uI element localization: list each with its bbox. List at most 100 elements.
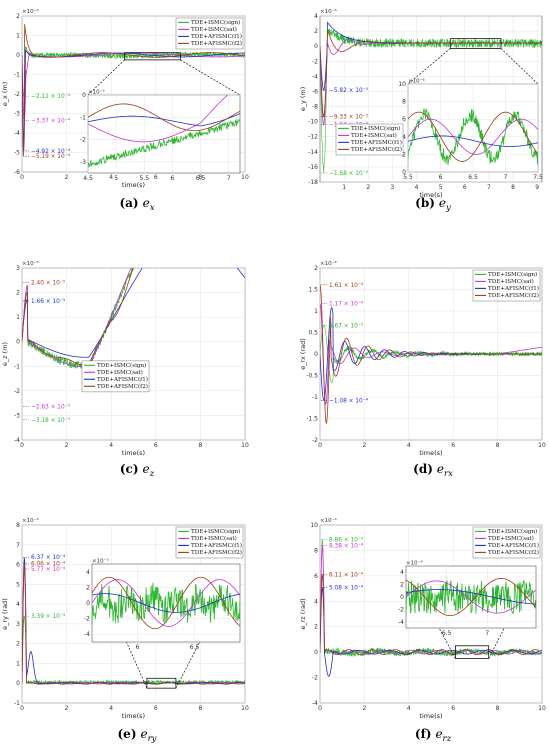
- c-xtick-4: 8: [198, 442, 202, 449]
- a-ytick-4: -2: [14, 91, 20, 98]
- b-series-f2: [320, 29, 542, 118]
- a-inset: 4.5 5 5.5 6 6.5 7 0 -1 -2 -3 ×10⁻⁵: [80, 89, 241, 182]
- e-xtick-0: 0: [20, 705, 24, 712]
- f-inset-ytick-4: -4: [398, 619, 404, 626]
- c-annotation-1: 1.66 × 10⁻⁵: [31, 298, 66, 305]
- b-inset-ytick-0: 10: [398, 81, 406, 88]
- b-zoom-box: [449, 38, 502, 49]
- f-ylabel: e_rz (rad): [299, 598, 307, 629]
- b-exponent: ×10⁻⁵: [320, 8, 337, 15]
- a-xtick-3: 6: [154, 174, 158, 181]
- d-ytick-8: -2: [312, 437, 318, 444]
- f-caption-sub: rz: [443, 734, 452, 744]
- d-caption: (d) erx: [413, 462, 453, 479]
- d-xtick-3: 6: [451, 442, 455, 449]
- c-xtick-5: 10: [241, 442, 249, 449]
- e-legend-label-sign: TDE+ISMC(sign): [191, 528, 240, 535]
- b-ytick-3: -2: [312, 58, 318, 65]
- e-series-sign: [22, 615, 245, 685]
- c-axes-frame: [21, 267, 246, 441]
- c-annotation-2: −2.63 × 10⁻⁵: [31, 403, 71, 410]
- b-ytick-10: -16: [308, 164, 318, 171]
- a-inset-xtick-1: 5: [114, 175, 118, 182]
- f-xtick-1: 2: [362, 705, 366, 712]
- b-ytick-11: -18: [308, 179, 318, 186]
- f-legend-label-f2: TDE+AFISMC(f2): [488, 549, 539, 556]
- a-series-sign: [22, 46, 245, 98]
- b-xtick-4: 5: [439, 184, 443, 191]
- a-inset-xtick-3: 6: [171, 175, 175, 182]
- f-zoom-box: [455, 645, 490, 659]
- b-legend-label-sign: TDE+ISMC(sign): [351, 125, 400, 132]
- b-zoom-leader-left: [407, 48, 451, 85]
- b-xtick-5: 6: [463, 184, 467, 191]
- c-ytick-2: 1: [16, 314, 20, 321]
- a-ytick-3: -1: [14, 72, 20, 79]
- b-ytick-0: 4: [314, 13, 318, 20]
- e-annotation-2: 5.77 × 10⁻⁴: [31, 566, 66, 573]
- e-inset-ytick-0: 4: [86, 569, 90, 576]
- d-caption-var: e: [437, 462, 444, 476]
- a-annotation-0: −2.11 × 10⁻⁴: [31, 93, 71, 100]
- f-xtick-3: 6: [451, 705, 455, 712]
- d-legend-label-sat: TDE+ISMC(sat): [488, 278, 534, 285]
- f-inset-series-f1: [406, 589, 536, 605]
- a-ytick-8: -6: [14, 169, 20, 176]
- e-xlabel: time(s): [122, 712, 145, 720]
- f-ytick-5: 0: [314, 649, 318, 656]
- d-ytick-1: 1.5: [308, 287, 318, 294]
- c-caption-sub: z: [149, 469, 155, 479]
- d-caption-sub: rx: [444, 469, 453, 479]
- c-annotation-0: 2.40 × 10⁻⁵: [31, 280, 66, 287]
- a-zoom-leader-left: [87, 59, 125, 96]
- a-ytick-1: 1: [16, 33, 20, 40]
- b-inset-series-f1: [408, 135, 538, 147]
- b-xlabel: time(s): [419, 191, 442, 199]
- a-ytick-0: 2: [16, 13, 20, 20]
- b-ytick-6: -8: [312, 104, 318, 111]
- e-inset-series-sat: [92, 579, 240, 627]
- b-ytick-5: -6: [312, 88, 318, 95]
- e-inset-series-f2: [92, 576, 240, 630]
- d-legend-label-f2: TDE+AFISMC(f2): [488, 292, 539, 299]
- b-inset-xtick-3: 7: [504, 174, 508, 181]
- c-xtick-1: 2: [65, 442, 69, 449]
- a-xtick-2: 4: [109, 174, 113, 181]
- e-xtick-3: 6: [154, 705, 158, 712]
- d-xtick-2: 4: [407, 442, 411, 449]
- e-ytick-4: 4: [16, 601, 20, 608]
- f-inset-ytick-1: 2: [400, 582, 404, 589]
- a-exponent: ×10⁻⁴: [22, 8, 40, 15]
- f-ytick-7: -4: [312, 700, 318, 707]
- c-ytick-6: -3: [14, 412, 20, 419]
- f-exponent: ×10⁻⁴: [320, 517, 338, 524]
- b-inset-ytick-1: 8: [402, 99, 406, 106]
- a-caption: (a) ex: [119, 196, 154, 213]
- a-inset-xtick-0: 4.5: [83, 175, 93, 182]
- b-inset-ytick-3: 4: [402, 134, 406, 141]
- b-caption-sub: y: [445, 203, 451, 213]
- a-ytick-6: -4: [14, 130, 20, 137]
- e-ytick-7: 1: [16, 660, 20, 667]
- f-ytick-4: 2: [314, 624, 318, 631]
- e-xtick-1: 2: [65, 705, 69, 712]
- e-ytick-6: 2: [16, 641, 20, 648]
- e-zoom-box: [146, 677, 177, 689]
- b-ytick-1: 2: [314, 28, 318, 35]
- a-legend-label-sat: TDE+ISMC(sat): [191, 26, 237, 33]
- b-zoom-leader-right: [500, 48, 539, 85]
- e-ylabel: e_ry (rad): [1, 598, 9, 630]
- d-series-sat: [320, 303, 542, 406]
- b-xtick-3: 4: [415, 184, 419, 191]
- e-inset-ytick-3: -2: [84, 616, 90, 623]
- b-caption: (b) ey: [415, 196, 451, 213]
- c-annotation-3: −3.18 × 10⁻⁵: [31, 417, 71, 424]
- f-caption: (f) erz: [415, 727, 452, 744]
- a-xlabel: time(s): [122, 181, 145, 189]
- f-xtick-4: 8: [496, 705, 500, 712]
- e-inset-xtick-1: 6.5: [190, 644, 200, 651]
- b-inset-ytick-4: 2: [402, 151, 406, 158]
